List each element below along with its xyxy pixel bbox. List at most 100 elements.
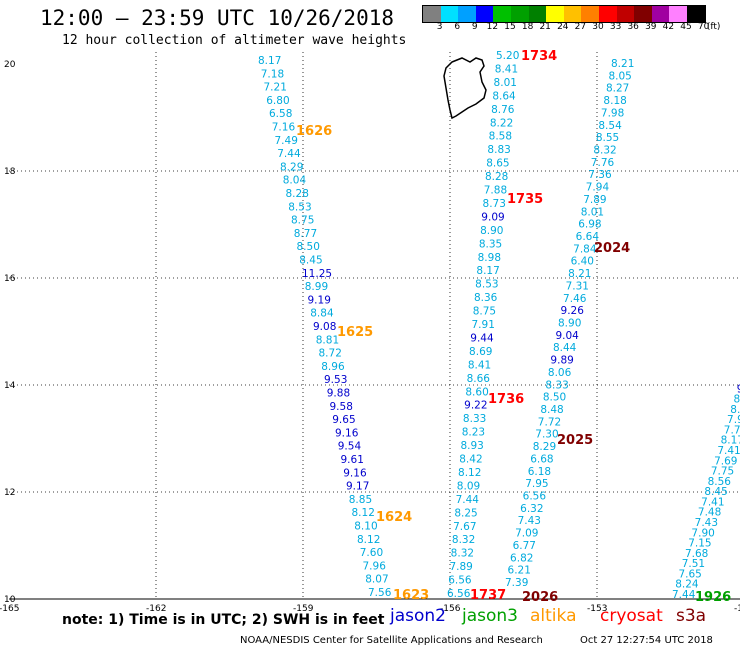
swh-value: 8.17 <box>721 435 740 447</box>
swh-value: 8.96 <box>321 361 345 373</box>
swh-value: 8.90 <box>480 225 503 237</box>
swh-value: 8.01 <box>494 77 517 89</box>
swh-value: 6.80 <box>266 95 289 107</box>
island-coastline <box>443 57 487 120</box>
swh-value: 8.12 <box>352 507 375 519</box>
pass-time-label: 1736 <box>488 392 524 407</box>
swh-value: 9.08 <box>313 321 336 333</box>
pass-time-label: 1623 <box>393 588 429 603</box>
legend-label: 70 <box>697 22 710 32</box>
legend-label: 42 <box>662 22 675 32</box>
legend-label: 9 <box>471 22 478 32</box>
pass-time-label: 1626 <box>296 124 332 139</box>
pass-time-label: 1734 <box>521 49 557 64</box>
swh-value: 7.36 <box>588 169 612 181</box>
swh-value: 8.42 <box>459 454 482 466</box>
legend-label: 45 <box>680 22 692 32</box>
swh-value: 9.58 <box>330 401 353 413</box>
legend-swatch <box>581 6 599 22</box>
swh-value: 8.81 <box>316 334 339 346</box>
swh-value: 7.41 <box>717 445 740 457</box>
legend-label: 12 <box>486 22 499 32</box>
legend-swatch <box>563 6 582 22</box>
swh-value: 8.66 <box>467 373 491 385</box>
legend-swatch <box>669 6 687 22</box>
legend-swatch <box>475 6 494 22</box>
swh-value: 7.75 <box>711 466 734 478</box>
footer-timestamp: Oct 27 12:27:54 UTC 2018 <box>580 635 713 646</box>
swh-value: 7.31 <box>566 280 589 292</box>
swh-value: 8.23 <box>462 427 485 439</box>
swh-value: 8.07 <box>365 574 388 586</box>
swh-value: 8.32 <box>451 548 474 560</box>
swh-value: 6.98 <box>578 219 601 231</box>
lon-tick-label: -165 <box>0 604 19 614</box>
swh-value: 8.10 <box>354 521 377 533</box>
swh-value: 7.95 <box>525 478 548 490</box>
legend-label: 21 <box>539 22 551 32</box>
swh-value: 7.68 <box>685 548 708 560</box>
swh-value: 7.30 <box>535 429 558 441</box>
swh-value: 9.44 <box>470 332 494 344</box>
legend-swatch <box>634 6 652 22</box>
swh-value: 9.89 <box>550 355 573 367</box>
swh-value: 5.20 <box>496 50 519 62</box>
swh-value: 8.53 <box>475 279 498 291</box>
swh-value: 7.84 <box>573 243 597 255</box>
swh-value: 6.68 <box>530 453 553 465</box>
swh-value: 8.83 <box>487 144 510 156</box>
swh-value: 8.24 <box>675 579 699 591</box>
swh-value: 8.01 <box>581 206 604 218</box>
sat-s3a: s3a <box>676 606 707 626</box>
swh-value: 6.21 <box>508 565 531 577</box>
swh-value: 8.05 <box>608 70 631 82</box>
swh-value: 9.16 <box>335 427 359 439</box>
pass-time-label: 1624 <box>376 510 412 525</box>
lat-tick-label: 18 <box>4 167 16 177</box>
sat-altika: altika <box>530 606 577 626</box>
swh-value: 8.99 <box>305 281 328 293</box>
swh-value: 7.65 <box>678 568 701 580</box>
swh-value: 6.40 <box>571 256 594 268</box>
pass-time-label: 1735 <box>507 192 543 207</box>
lat-tick-label: 20 <box>4 60 16 70</box>
swh-value: 8.69 <box>469 346 492 358</box>
swh-value: 8.58 <box>489 131 512 143</box>
swh-value: 7.88 <box>484 185 507 197</box>
swh-value: 8.90 <box>558 318 581 330</box>
swh-value: 6.56 <box>448 575 472 587</box>
swh-value: 8.50 <box>297 241 320 253</box>
legend-swatch <box>440 6 459 22</box>
color-scale-labels: 3 6 9 12 15 18 21 24 27 30 33 36 39 42 45 70 (ft) <box>422 22 740 36</box>
lon-tick-label: -159 <box>293 604 314 614</box>
swh-value: 8.93 <box>460 440 483 452</box>
swh-value: 8.45 <box>299 255 322 267</box>
swh-value: 9.26 <box>561 305 585 317</box>
swh-value: 8.12 <box>357 534 380 546</box>
swh-value: 7.48 <box>698 507 721 519</box>
swh-value: 8.22 <box>490 117 513 129</box>
swh-value: 8.85 <box>349 494 372 506</box>
swh-value: 8.65 <box>486 158 509 170</box>
swh-value: 7.9 <box>727 414 740 426</box>
swh-value: 8.33 <box>463 413 486 425</box>
lon-tick-label: -156 <box>440 604 461 614</box>
swh-value: 8.44 <box>553 342 577 354</box>
pass-time-label: 1926 <box>695 590 731 605</box>
swh-value: 8.21 <box>568 268 591 280</box>
swh-value: 8.12 <box>458 467 481 479</box>
legend-swatch <box>686 6 705 22</box>
swh-value: 7.41 <box>701 496 724 508</box>
altimeter-tracks: 8.177.187.216.806.587.167.497.448.298.04… <box>258 49 740 605</box>
swh-value: 6.18 <box>528 466 551 478</box>
swh-value: 11.25 <box>302 268 332 280</box>
swh-value: 8.76 <box>491 104 515 116</box>
legend-label: 18 <box>521 22 534 32</box>
lat-tick-label: 16 <box>4 274 16 284</box>
swh-value: 7.60 <box>360 547 383 559</box>
swh-value: 7.89 <box>449 561 472 573</box>
swh-value: 8.21 <box>611 58 634 70</box>
legend-swatch <box>528 6 547 22</box>
